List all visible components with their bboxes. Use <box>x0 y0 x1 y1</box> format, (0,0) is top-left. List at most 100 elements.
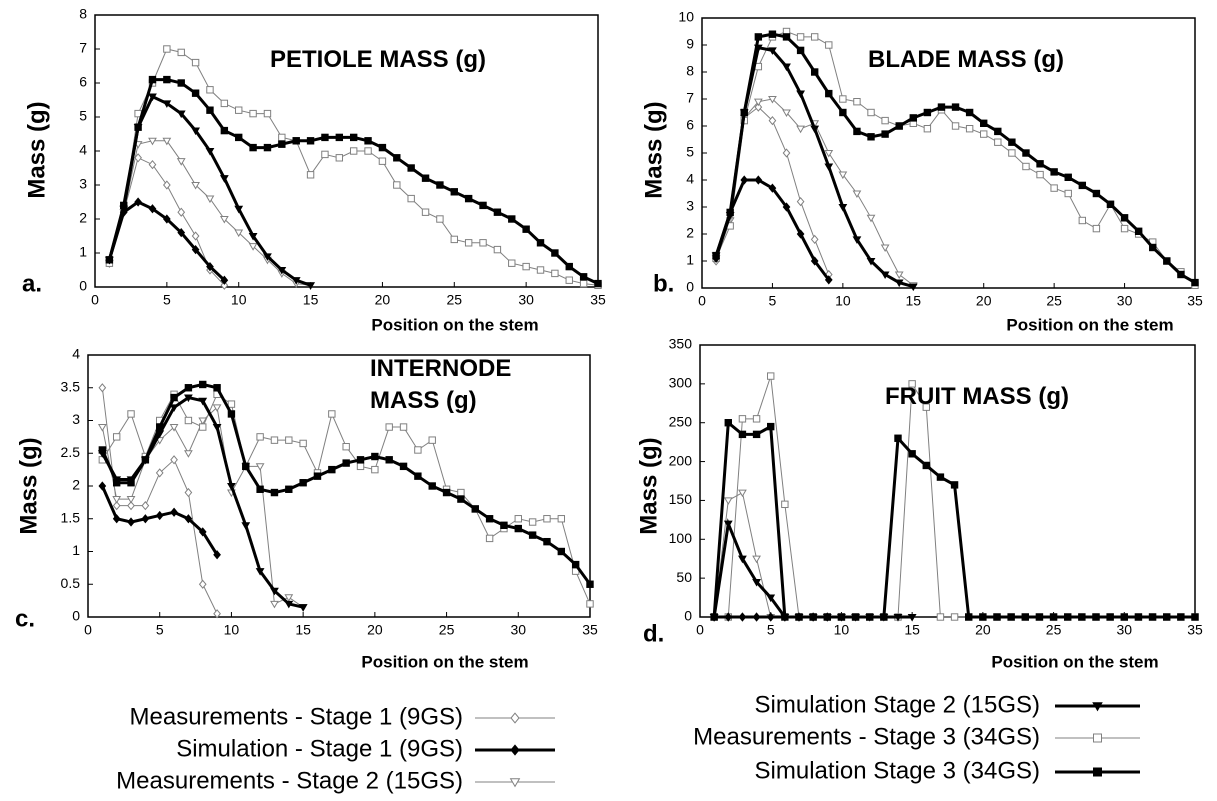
marker <box>371 465 379 474</box>
x-tick-label: 5 <box>163 292 171 308</box>
y-tick-label: 1 <box>72 542 80 558</box>
marker <box>810 256 819 266</box>
marker <box>213 609 221 619</box>
marker <box>127 410 135 418</box>
y-tick-label: 2.5 <box>61 444 81 460</box>
marker <box>839 95 847 103</box>
chart-title: BLADE MASS (g) <box>868 46 1064 73</box>
marker <box>227 410 236 418</box>
marker <box>134 123 142 131</box>
marker <box>421 208 430 216</box>
marker <box>536 239 545 247</box>
marker <box>895 122 903 130</box>
marker <box>213 384 221 392</box>
marker <box>349 147 358 155</box>
series-line <box>713 491 913 618</box>
marker <box>951 122 960 130</box>
marker <box>235 106 243 114</box>
marker <box>98 383 107 393</box>
marker <box>184 384 193 392</box>
marker <box>909 114 917 122</box>
y-axis-label: Mass (g) <box>23 101 50 198</box>
marker <box>191 181 200 190</box>
marker <box>1078 216 1087 225</box>
x-axis-label: Position on the stem <box>1006 315 1173 334</box>
marker <box>198 579 207 589</box>
marker <box>485 534 494 543</box>
marker <box>1092 189 1101 198</box>
marker <box>979 613 987 621</box>
marker <box>184 450 193 458</box>
y-tick-label: 1.5 <box>61 509 81 525</box>
marker <box>219 215 229 224</box>
y-tick-label: 4 <box>72 346 80 362</box>
marker <box>277 266 287 275</box>
marker <box>1163 257 1171 265</box>
marker <box>557 547 566 556</box>
marker <box>1148 613 1157 621</box>
y-tick-label: 0 <box>72 608 80 624</box>
y-axis-label: Mass (g) <box>15 437 42 534</box>
marker <box>839 108 847 117</box>
marker <box>191 89 200 97</box>
y-tick-label: 3.5 <box>61 378 81 394</box>
y-tick-label: 6 <box>686 117 694 133</box>
marker <box>768 47 777 55</box>
marker <box>270 600 279 609</box>
marker <box>752 555 761 564</box>
marker <box>1106 613 1114 621</box>
y-tick-label: 5 <box>686 144 694 160</box>
marker <box>810 33 819 41</box>
x-tick-label: 0 <box>84 622 92 638</box>
marker <box>112 514 121 524</box>
marker <box>851 613 860 621</box>
marker <box>112 496 122 504</box>
marker <box>234 205 244 214</box>
y-tick-label: 100 <box>669 530 693 546</box>
x-tick-label: 35 <box>1187 622 1203 638</box>
marker <box>199 380 207 389</box>
marker <box>907 613 917 622</box>
marker <box>291 277 301 285</box>
x-axis-label: Position on the stem <box>361 652 528 671</box>
marker <box>810 234 819 245</box>
marker <box>399 423 408 431</box>
marker <box>184 416 193 425</box>
marker <box>256 433 264 441</box>
marker <box>306 282 315 290</box>
marker <box>399 462 408 471</box>
marker <box>965 108 974 117</box>
y-tick-label: 300 <box>669 375 693 391</box>
marker <box>752 578 761 587</box>
marker <box>767 372 775 380</box>
marker <box>1008 149 1016 157</box>
marker <box>782 63 791 72</box>
marker <box>205 147 215 156</box>
legend-label: Simulation Stage 3 (34GS) <box>755 757 1040 784</box>
marker <box>177 79 185 87</box>
marker <box>738 612 747 622</box>
marker <box>1093 733 1102 743</box>
x-tick-label: 10 <box>224 622 240 638</box>
marker <box>880 613 888 621</box>
marker <box>313 472 322 480</box>
marker <box>220 99 229 108</box>
marker <box>1064 613 1072 621</box>
chart-title: PETIOLE MASS (g) <box>270 46 486 73</box>
marker <box>428 436 436 444</box>
marker <box>285 485 293 493</box>
x-tick-label: 30 <box>1117 293 1133 309</box>
x-tick-label: 25 <box>1046 622 1062 638</box>
marker <box>852 236 862 244</box>
y-tick-label: 2 <box>79 210 87 226</box>
marker <box>922 403 930 411</box>
marker <box>1022 162 1030 171</box>
x-tick-label: 20 <box>976 293 992 309</box>
marker <box>824 275 833 285</box>
marker <box>923 108 932 117</box>
marker <box>571 560 580 569</box>
y-tick-label: 10 <box>678 9 694 25</box>
marker <box>522 262 530 271</box>
marker <box>1092 613 1100 621</box>
marker <box>1035 613 1044 621</box>
